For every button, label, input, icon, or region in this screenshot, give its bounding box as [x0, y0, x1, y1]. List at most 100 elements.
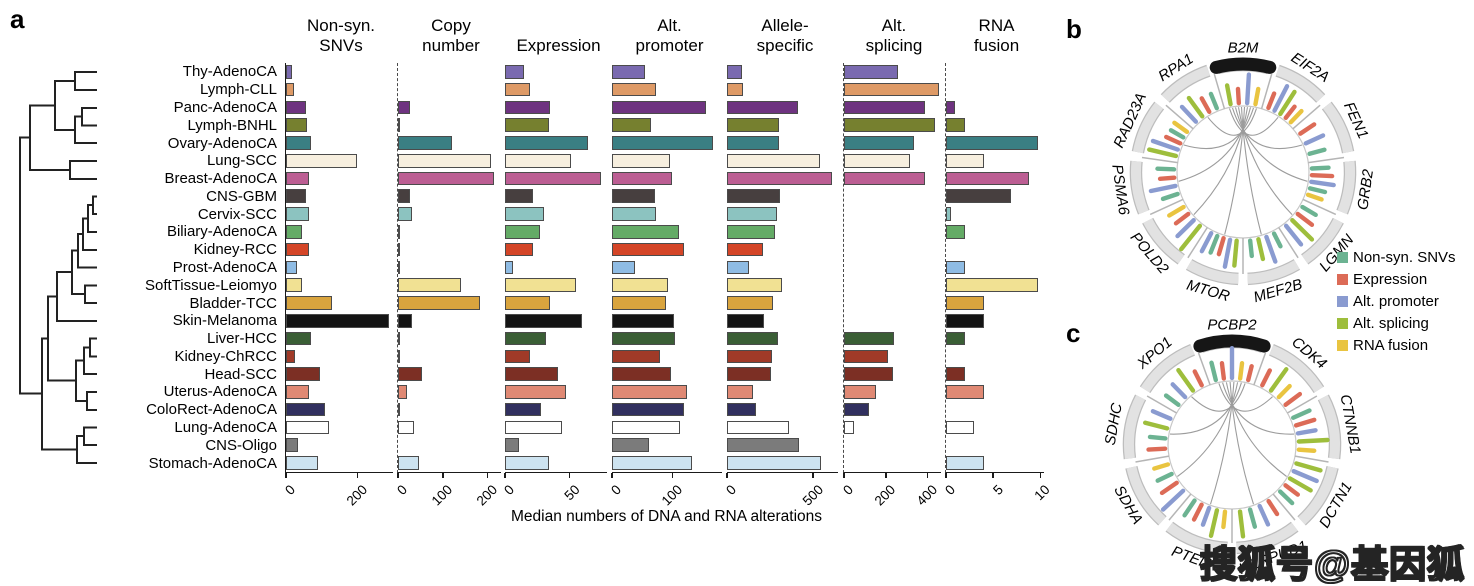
bar: [505, 313, 583, 328]
bar: [946, 313, 984, 328]
spoke: [1165, 104, 1194, 130]
alteration-tick: [1168, 128, 1186, 140]
circos-plot-c: PCBP2CDK4CTNNB1DCTN1HERPUD1PTENSDHASDHCX…: [1102, 317, 1364, 579]
bar: [727, 136, 779, 150]
bar: [505, 260, 513, 275]
alteration-tick: [1232, 238, 1239, 268]
row-label: Lung-AdenoCA: [174, 419, 277, 437]
bar: [946, 225, 965, 239]
bar: [398, 136, 452, 150]
legend-label: Non-syn. SNVs: [1353, 248, 1456, 266]
bar: [505, 136, 588, 150]
chord: [1234, 107, 1308, 182]
axis-tick-mark: [843, 473, 845, 478]
axis-tick-mark: [356, 473, 359, 478]
alteration-tick: [1291, 468, 1319, 484]
ring-segment-fill: [1143, 218, 1185, 264]
bar: [727, 118, 779, 132]
alteration-tick: [1160, 191, 1180, 202]
column-header: Expression: [516, 36, 601, 55]
alteration-tick: [1283, 483, 1301, 497]
panel-c-label: c: [1066, 318, 1081, 348]
alteration-tick: [1147, 147, 1179, 159]
bar: [398, 189, 411, 204]
gene-label: PSMA6: [1108, 163, 1132, 216]
bar: [946, 367, 965, 381]
row-label: Kidney-RCC: [193, 241, 277, 259]
bar: [286, 278, 303, 292]
axis-tick-label: 0: [608, 482, 625, 498]
bar: [286, 136, 311, 150]
chord: [1218, 383, 1273, 412]
alteration-tick: [1305, 192, 1324, 202]
chord: [1237, 107, 1293, 215]
bar: [727, 171, 832, 186]
axis-tick-label: 0: [723, 482, 740, 498]
alteration-tick: [1175, 218, 1196, 239]
bar: [286, 313, 390, 328]
axis-tick-mark: [945, 473, 947, 478]
bar: [844, 171, 926, 186]
bar: [727, 367, 771, 381]
row-label: Head-SCC: [204, 365, 277, 383]
panel-a-label: a: [10, 4, 25, 34]
spoke: [1149, 198, 1184, 216]
gene-label: SDHC: [1102, 402, 1126, 447]
bar: [286, 242, 310, 257]
bar-matrix: 0 200 0 100 200 0 50 0 100 0 500 0 200 400 0 5 10: [283, 63, 1053, 509]
alteration-tick: [1200, 505, 1212, 527]
row-label: Lymph-CLL: [200, 81, 277, 99]
alteration-tick: [1278, 89, 1297, 117]
bar: [398, 420, 415, 435]
dendrogram: [19, 71, 97, 464]
spoke: [1168, 493, 1192, 521]
axis-tick-mark: [926, 473, 929, 478]
bar: [612, 153, 671, 168]
bar: [286, 153, 358, 168]
bar: [946, 385, 984, 399]
axis-tick-mark: [611, 473, 613, 478]
axis-tick-mark: [885, 473, 887, 478]
bar: [727, 331, 778, 346]
alteration-tick: [1309, 165, 1331, 171]
alteration-tick: [1246, 364, 1254, 383]
bar: [286, 367, 320, 381]
bar: [286, 225, 303, 239]
axis-tick-label: 200: [871, 482, 899, 509]
bar: [844, 118, 935, 132]
bar: [844, 100, 926, 115]
bar: [612, 278, 669, 292]
alteration-tick: [1179, 223, 1203, 252]
axis-tick-label: 0: [394, 482, 411, 498]
alteration-tick: [1199, 231, 1214, 254]
bar: [844, 82, 939, 97]
row-label: ColoRect-AdenoCA: [146, 401, 277, 419]
bar: [398, 171, 494, 186]
bar: [286, 260, 297, 275]
alteration-tick: [1307, 147, 1327, 156]
bar: [286, 171, 310, 186]
bar: [398, 207, 413, 221]
bar: [727, 385, 753, 399]
alteration-tick: [1146, 446, 1168, 452]
bar: [727, 189, 781, 204]
chord: [1231, 107, 1303, 150]
bar: [727, 456, 821, 470]
axis-tick-label: 500: [799, 482, 826, 509]
bar: [286, 207, 310, 221]
bar: [727, 65, 743, 79]
alteration-tick: [1309, 172, 1335, 179]
ring-segment-fill: [1236, 522, 1298, 553]
bar: [727, 225, 776, 239]
chord: [1207, 108, 1258, 136]
bar: [946, 153, 984, 168]
axis-tick-mark: [1039, 473, 1042, 478]
legend-label: Alt. splicing: [1353, 314, 1429, 332]
bar: [946, 136, 1039, 150]
alteration-tick: [1147, 434, 1168, 441]
spoke: [1272, 493, 1296, 521]
bar: [505, 296, 551, 310]
spoke: [1260, 73, 1273, 109]
bar: [398, 313, 412, 328]
bar: [612, 349, 660, 364]
